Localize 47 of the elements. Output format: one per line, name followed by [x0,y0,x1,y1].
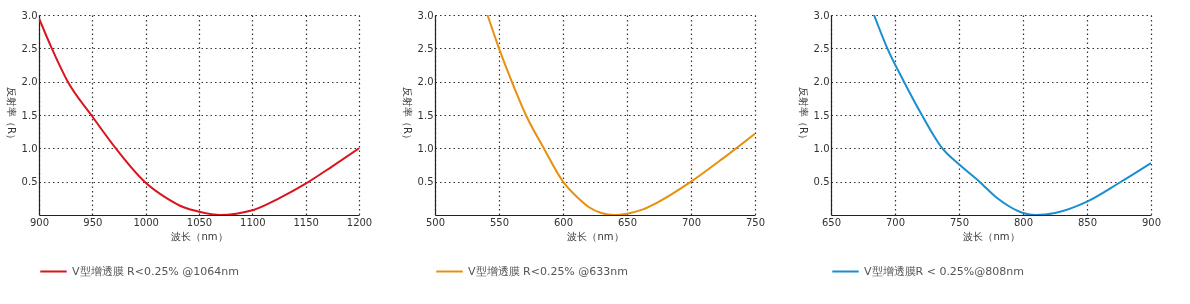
y-axis-title: 反射率（R） [797,87,809,144]
y-tick-label: 1.0 [417,142,434,154]
x-tick-label: 1100 [240,216,266,228]
x-tick-label: 1150 [293,216,319,228]
x-tick-label: 750 [949,216,970,228]
x-tick-label: 600 [553,216,574,228]
y-tick-label: 1.5 [21,109,38,121]
y-axis-title: 反射率（R） [401,87,413,144]
x-tick-label: 650 [617,216,638,228]
y-tick-label: 3.0 [417,9,434,21]
x-tick-label: 800 [1013,216,1034,228]
x-axis-title: 波长（nm） [963,230,1020,242]
x-tick-label: 650 [821,216,842,228]
x-tick-label: 900 [29,216,50,228]
x-tick-label: 900 [1141,216,1162,228]
line-series [39,17,359,215]
x-tick-label: 850 [1077,216,1098,228]
x-axis-title: 波长（nm） [171,230,228,242]
y-tick-label: 2.0 [813,76,830,88]
y-tick-label: 2.5 [21,42,38,54]
y-tick-label: 1.5 [417,109,434,121]
y-tick-label: 2.0 [417,76,434,88]
y-tick-label: 2.5 [417,42,434,54]
x-tick-label: 1200 [346,216,373,228]
y-tick-label: 2.5 [813,42,830,54]
y-tick-label: 3.0 [21,9,38,21]
y-tick-label: 0.5 [21,176,38,188]
x-tick-label: 1000 [133,216,159,228]
y-tick-label: 1.0 [21,142,38,154]
y-tick-label: 1.0 [813,142,830,154]
y-tick-label: 3.0 [813,9,830,21]
y-axis-title: 反射率（R） [5,87,17,144]
legend-label: V型增透膜R < 0.25%@808nm [864,264,1025,278]
legend-label: V型增透膜 R<0.25% @1064nm [72,264,240,278]
x-tick-label: 700 [885,216,906,228]
x-tick-label: 550 [489,216,510,228]
x-tick-label: 500 [425,216,446,228]
x-tick-label: 700 [681,216,702,228]
y-tick-label: 2.0 [21,76,38,88]
x-tick-label: 950 [83,216,103,228]
y-tick-label: 1.5 [813,109,830,121]
legend-label: V型增透膜 R<0.25% @633nm [468,264,629,278]
x-tick-label: 1050 [186,216,213,228]
x-tick-label: 750 [745,216,766,228]
y-tick-label: 0.5 [417,176,434,188]
y-tick-label: 0.5 [813,176,830,188]
x-axis-title: 波长（nm） [567,230,624,242]
